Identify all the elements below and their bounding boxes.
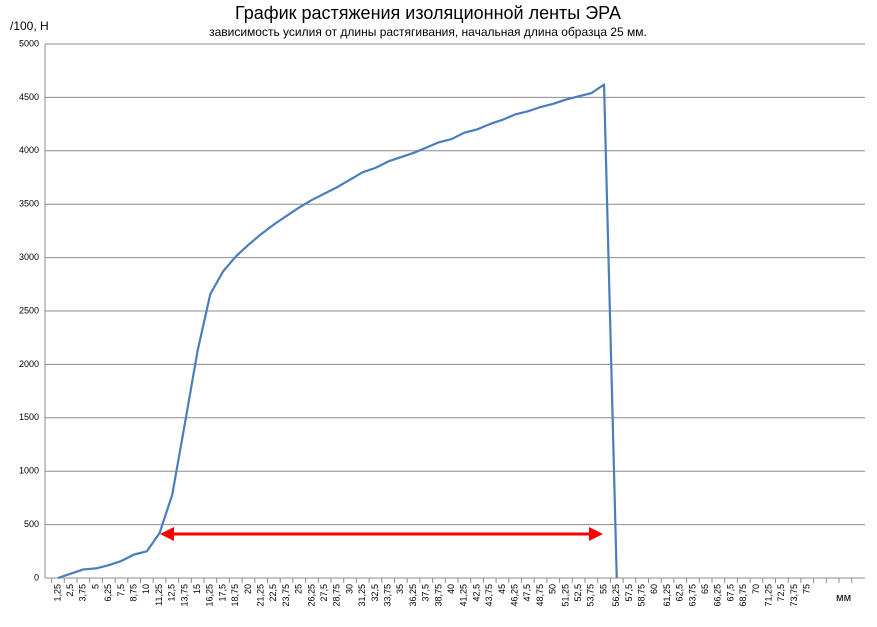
x-tick-label: 36,25 [408, 584, 418, 607]
x-tick-label: 35 [395, 584, 405, 594]
x-tick-label: 67,5 [725, 584, 735, 602]
y-axis-label: /100, Н [10, 19, 49, 33]
y-tick-label: 1000 [19, 466, 39, 476]
x-tick-label: 20 [243, 584, 253, 594]
x-tick-label: 22,5 [268, 584, 278, 602]
x-tick-label: 62,5 [675, 584, 685, 602]
x-tick-label: 38,75 [433, 584, 443, 607]
y-tick-label: 3000 [19, 252, 39, 262]
x-tick-label: 43,75 [484, 584, 494, 607]
x-tick-label: 68,75 [738, 584, 748, 607]
chart-title: График растяжения изоляционной ленты ЭРА [235, 3, 621, 23]
x-tick-label: 42,5 [471, 584, 481, 602]
x-tick-label: 73,75 [789, 584, 799, 607]
x-tick-label: 28,75 [332, 584, 342, 607]
x-tick-label: 40 [446, 584, 456, 594]
x-tick-label: 16,25 [205, 584, 215, 607]
x-tick-label: 25 [294, 584, 304, 594]
x-tick-label: 26,25 [306, 584, 316, 607]
x-tick-label: 13,75 [179, 584, 189, 607]
x-tick-label: 15 [192, 584, 202, 594]
x-tick-label: 51,25 [560, 584, 570, 607]
x-tick-label: 23,75 [281, 584, 291, 607]
x-tick-label: 70 [751, 584, 761, 594]
x-tick-label: 47,5 [522, 584, 532, 602]
x-tick-label: 46,25 [510, 584, 520, 607]
x-tick-label: 12,5 [167, 584, 177, 602]
arrow-head-left [160, 527, 174, 541]
x-tick-label: 63,75 [687, 584, 697, 607]
x-tick-label: 33,75 [383, 584, 393, 607]
y-tick-label: 2000 [19, 359, 39, 369]
x-tick-label: 53,75 [586, 584, 596, 607]
x-tick-label: 7,5 [116, 584, 126, 597]
y-tick-label: 5000 [19, 38, 39, 48]
y-tick-label: 0 [34, 572, 39, 582]
x-tick-label: 55 [598, 584, 608, 594]
x-tick-label: 11,25 [154, 584, 164, 606]
y-tick-label: 3500 [19, 199, 39, 209]
x-tick-label: 56,25 [611, 584, 621, 607]
x-tick-label: 5 [90, 584, 100, 589]
x-tick-label: 61,25 [662, 584, 672, 607]
x-tick-label: 32,5 [370, 584, 380, 602]
annotation-arrow [160, 527, 603, 541]
x-tick-label: 45 [497, 584, 507, 594]
x-tick-label: 71,25 [764, 584, 774, 607]
x-tick-label: 27,5 [319, 584, 329, 602]
y-tick-label: 4000 [19, 145, 39, 155]
chart-subtitle: зависимость усилия от длины растягивания… [209, 25, 647, 39]
x-tick-label: 10 [141, 584, 151, 594]
x-tick-label: 3,75 [78, 584, 88, 602]
y-tick-label: 1500 [19, 412, 39, 422]
x-tick-label: 31,25 [357, 584, 367, 607]
x-tick-label: 52,5 [573, 584, 583, 602]
x-tick-label: 60 [649, 584, 659, 594]
x-tick-label: 6,25 [103, 584, 113, 602]
x-tick-label: 37,5 [421, 584, 431, 602]
plot-area: 0 500 1000 1500 2000 2500 3000 3500 4000 4500 5000… [19, 38, 865, 607]
x-tick-label: 58,75 [637, 584, 647, 607]
y-tick-label: 500 [24, 519, 39, 529]
x-tick-label: 18,75 [230, 584, 240, 607]
x-tick-label: 48,75 [535, 584, 545, 607]
x-tick-label: 72,5 [776, 584, 786, 602]
x-tick-label: 8,75 [129, 584, 139, 602]
arrow-head-right [589, 527, 603, 541]
x-tick-label: 17,5 [217, 584, 227, 602]
x-tick-label: 66,25 [713, 584, 723, 607]
x-tick-label: 2,5 [65, 584, 75, 597]
x-tick-label: 75 [802, 584, 812, 594]
x-axis-label: мм [836, 592, 851, 604]
y-tick-label: 4500 [19, 92, 39, 102]
x-tick-label: 41,25 [459, 584, 469, 607]
x-tick-label: 57,5 [624, 584, 634, 602]
x-tick-label: 21,25 [256, 584, 266, 607]
data-line [57, 83, 618, 580]
x-tick-label: 50 [548, 584, 558, 594]
x-tick-label: 65 [700, 584, 710, 594]
x-tick-label: 1,25 [52, 584, 62, 602]
x-tick-label: 30 [344, 584, 354, 594]
y-tick-label: 2500 [19, 305, 39, 315]
